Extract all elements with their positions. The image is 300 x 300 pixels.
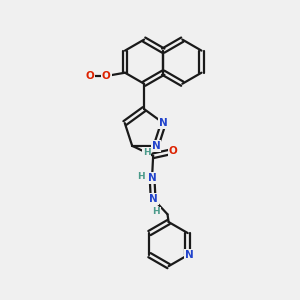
Text: N: N xyxy=(159,118,168,128)
Text: H: H xyxy=(137,172,145,181)
Text: O: O xyxy=(85,71,94,81)
Text: H: H xyxy=(152,207,160,216)
Text: N: N xyxy=(152,141,161,151)
Text: N: N xyxy=(149,194,158,204)
Text: O: O xyxy=(102,71,111,81)
Text: O: O xyxy=(169,146,177,156)
Text: O: O xyxy=(102,71,111,81)
Text: H: H xyxy=(143,148,150,157)
Text: N: N xyxy=(185,250,194,260)
Text: N: N xyxy=(148,173,156,183)
